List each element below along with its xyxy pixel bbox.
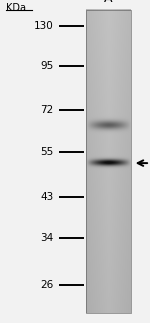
Text: KDa: KDa bbox=[6, 3, 26, 13]
Text: 43: 43 bbox=[40, 192, 53, 202]
Text: 130: 130 bbox=[33, 21, 53, 31]
Text: 55: 55 bbox=[40, 147, 53, 157]
Bar bbox=[86, 10, 130, 313]
Text: A: A bbox=[104, 0, 113, 5]
Text: 26: 26 bbox=[40, 280, 53, 290]
Text: 95: 95 bbox=[40, 61, 53, 71]
Text: 72: 72 bbox=[40, 105, 53, 115]
Text: 34: 34 bbox=[40, 234, 53, 243]
